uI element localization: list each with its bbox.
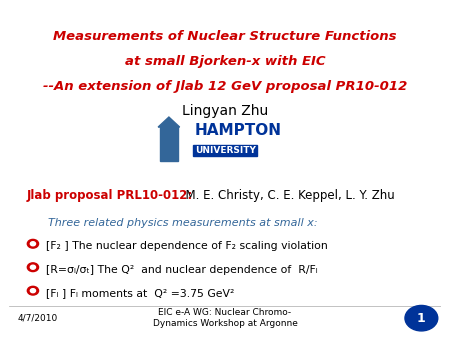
Text: EIC e-A WG: Nuclear Chromo-
Dynamics Workshop at Argonne: EIC e-A WG: Nuclear Chromo- Dynamics Wor… xyxy=(153,309,297,328)
Text: Three related physics measurements at small x:: Three related physics measurements at sm… xyxy=(48,218,318,227)
Text: 4/7/2010: 4/7/2010 xyxy=(18,314,58,323)
Text: 1: 1 xyxy=(417,312,426,325)
Text: Lingyan Zhu: Lingyan Zhu xyxy=(182,104,268,118)
Circle shape xyxy=(27,286,39,295)
Text: [R=σₗ/σₜ] The Q²  and nuclear dependence of  R/Fₗ: [R=σₗ/σₜ] The Q² and nuclear dependence … xyxy=(46,265,318,274)
Text: Measurements of Nuclear Structure Functions: Measurements of Nuclear Structure Functi… xyxy=(53,30,397,43)
Circle shape xyxy=(405,306,438,331)
Text: at small Bjorken-x with EIC: at small Bjorken-x with EIC xyxy=(125,55,325,68)
Text: UNIVERSITY: UNIVERSITY xyxy=(195,146,256,155)
Bar xyxy=(160,127,177,161)
Circle shape xyxy=(30,242,36,246)
Circle shape xyxy=(27,239,39,248)
Text: HAMPTON: HAMPTON xyxy=(195,123,282,138)
Text: Jlab proposal PRL10-012:: Jlab proposal PRL10-012: xyxy=(27,189,193,202)
Text: M. E. Christy, C. E. Keppel, L. Y. Zhu: M. E. Christy, C. E. Keppel, L. Y. Zhu xyxy=(177,189,394,202)
Text: [F₂ ] The nuclear dependence of F₂ scaling violation: [F₂ ] The nuclear dependence of F₂ scali… xyxy=(46,241,328,251)
Circle shape xyxy=(30,289,36,293)
Circle shape xyxy=(27,263,39,271)
Polygon shape xyxy=(158,117,180,127)
Text: --An extension of Jlab 12 GeV proposal PR10-012: --An extension of Jlab 12 GeV proposal P… xyxy=(43,80,407,93)
Circle shape xyxy=(30,265,36,269)
Text: [Fₗ ] Fₗ moments at  Q² =3.75 GeV²: [Fₗ ] Fₗ moments at Q² =3.75 GeV² xyxy=(46,288,234,298)
